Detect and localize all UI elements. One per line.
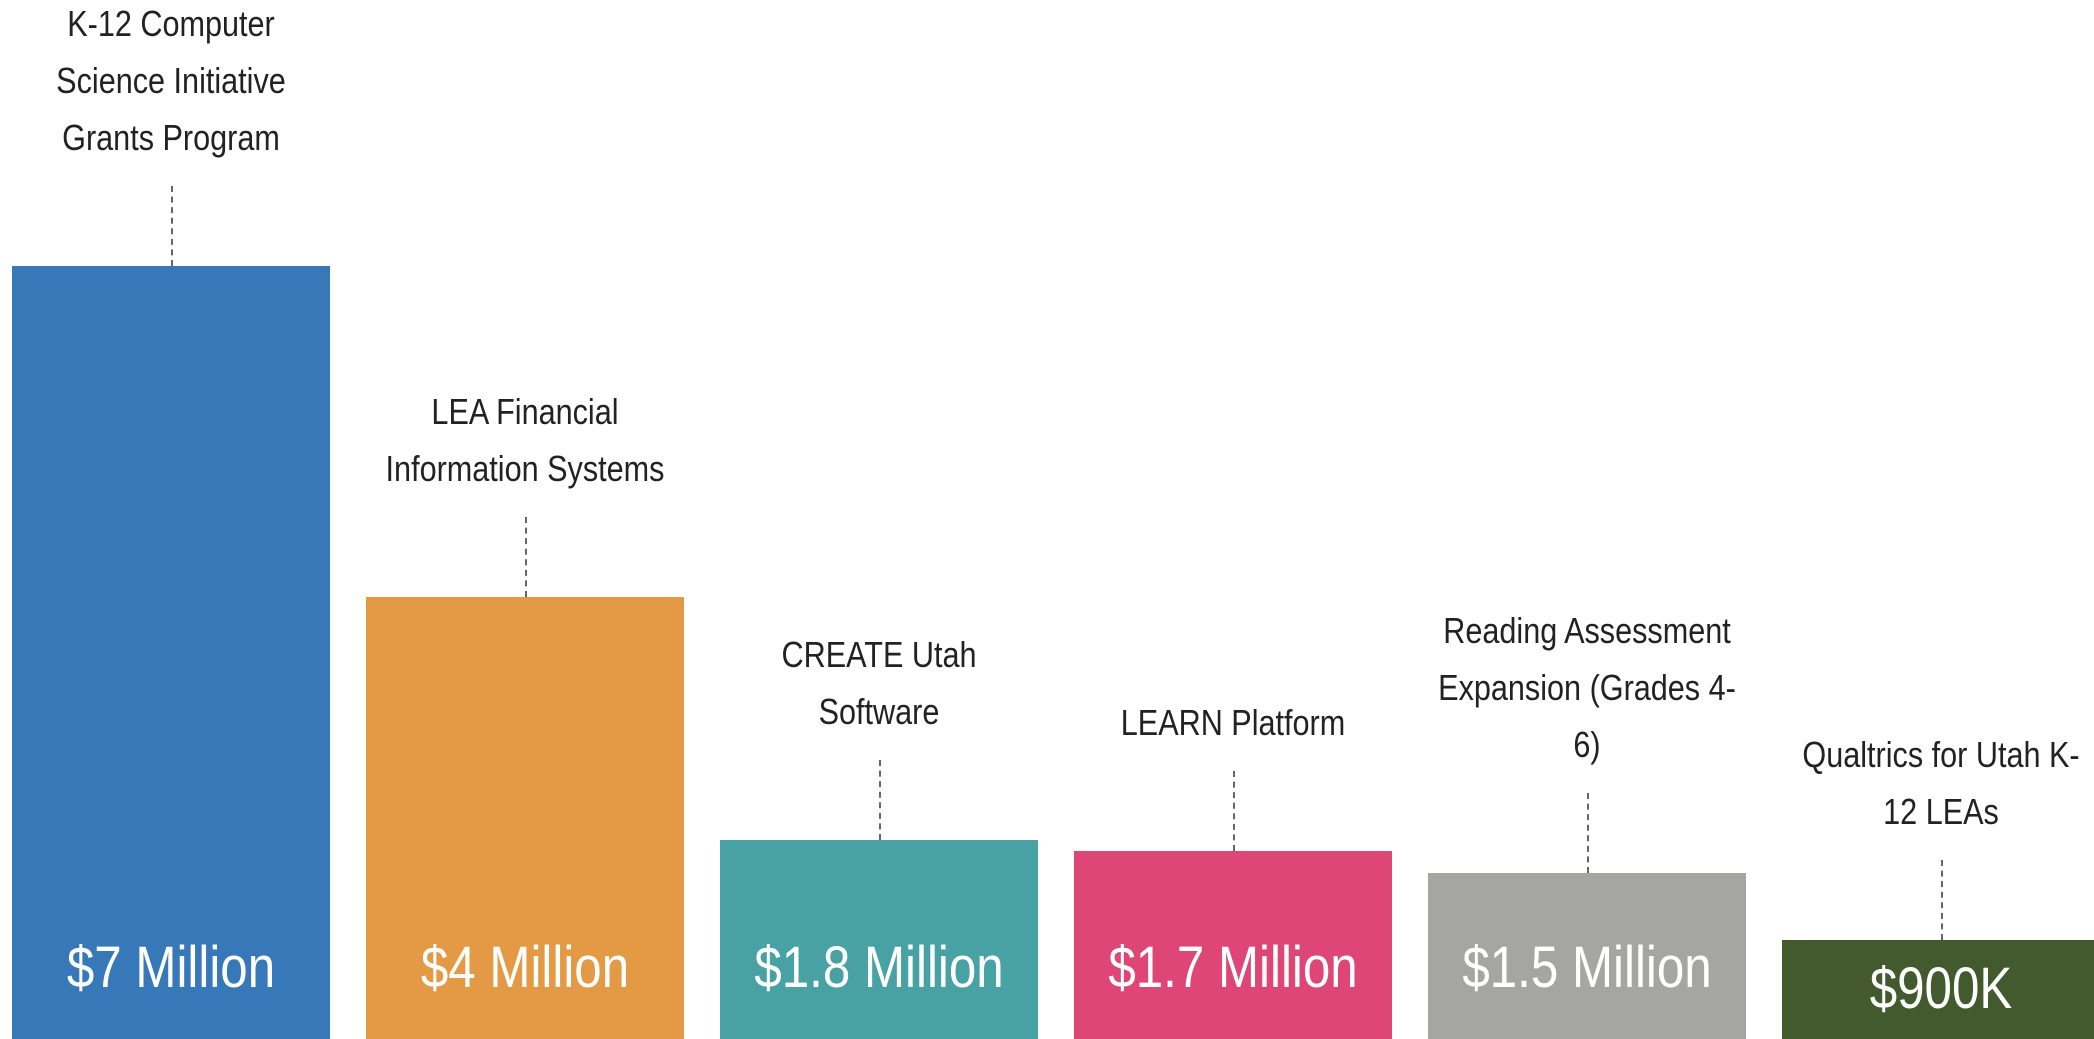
value-label: $1.7 Million [1108, 935, 1358, 1000]
category-label: K-12 Computer Science Initiative Grants … [56, 3, 286, 158]
value-label: $4 Million [420, 935, 630, 1000]
category-label: Qualtrics for Utah K-12 LEAs [1802, 733, 2080, 832]
bar [1428, 873, 1746, 1039]
leader-line [171, 186, 173, 266]
bar [12, 266, 330, 1039]
value-label: $1.5 Million [1462, 935, 1712, 1000]
bar [1782, 939, 2094, 1039]
category-label: LEARN Platform [1120, 702, 1346, 744]
leader-line [1233, 771, 1235, 852]
leader-line [879, 760, 881, 841]
category-label: LEA Financial Information Systems [385, 391, 665, 490]
bar [1074, 851, 1392, 1039]
category-label: Reading Assessment Expansion (Grades 4-6… [1438, 610, 1736, 766]
leader-line [1941, 859, 1943, 940]
bar [720, 840, 1038, 1039]
leader-line [525, 517, 527, 598]
leader-line [1587, 793, 1589, 874]
value-label: $7 Million [66, 935, 276, 1000]
value-label: $1.8 Million [754, 935, 1004, 1000]
category-label: CREATE Utah Software [781, 634, 977, 733]
bar [366, 597, 684, 1039]
value-label: $900K [1869, 956, 2013, 1022]
